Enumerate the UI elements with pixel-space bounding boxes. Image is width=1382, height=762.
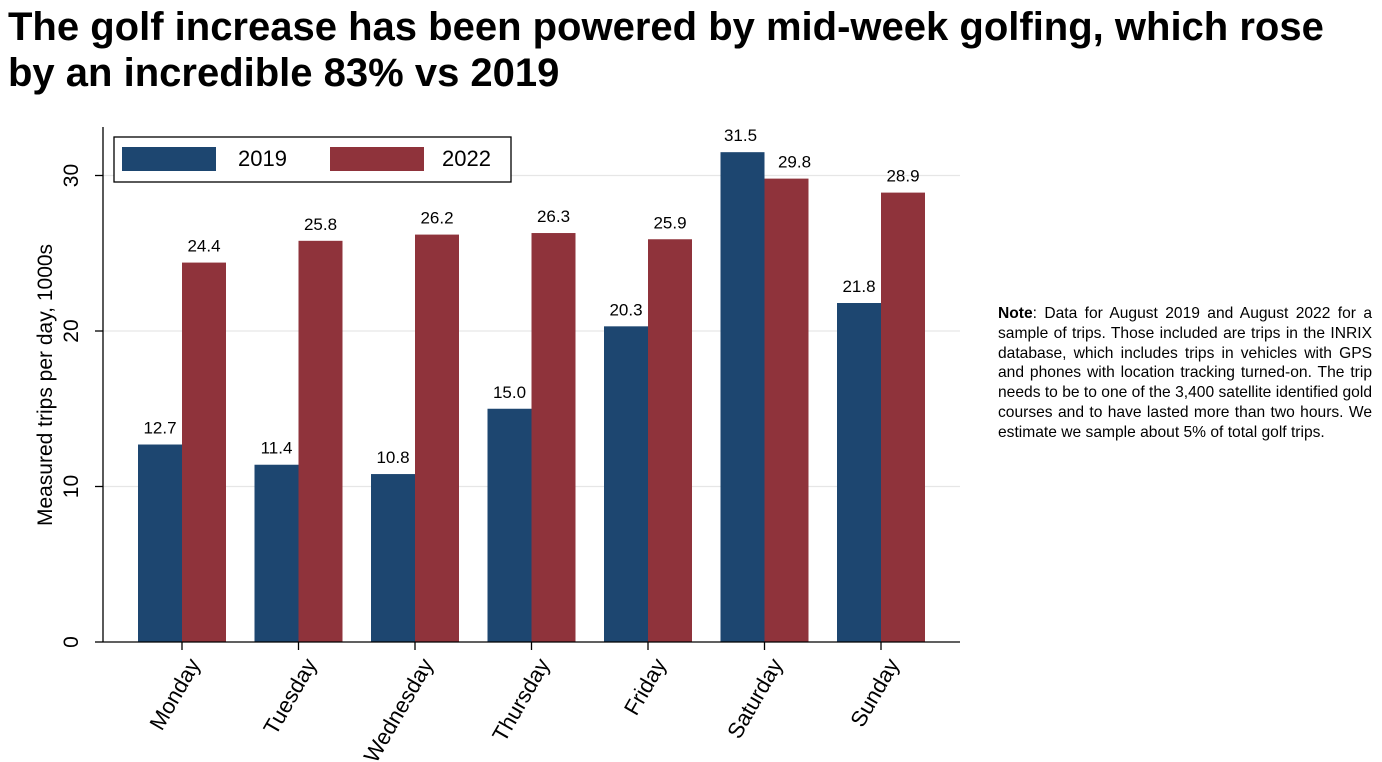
value-label-2022-thursday: 26.3 xyxy=(537,207,570,226)
value-label-2019-tuesday: 11.4 xyxy=(261,439,293,458)
x-tick-label-friday: Friday xyxy=(619,654,671,719)
bar-2019-wednesday xyxy=(371,474,415,642)
y-tick-label: 20 xyxy=(60,319,83,342)
value-label-2019-friday: 20.3 xyxy=(609,300,642,319)
y-tick-label: 0 xyxy=(60,636,83,648)
note-text: Note: Data for August 2019 and August 20… xyxy=(998,304,1372,443)
bar-2022-tuesday xyxy=(298,240,343,642)
bar-2019-saturday xyxy=(720,152,765,643)
value-label-2019-saturday: 31.5 xyxy=(724,126,757,145)
value-label-2022-sunday: 28.9 xyxy=(886,167,919,186)
value-label-2022-monday: 24.4 xyxy=(187,237,220,256)
bar-2022-monday xyxy=(182,262,226,642)
x-tick-label-wednesday: Wednesday xyxy=(359,654,439,762)
bar-chart: 12.7 24.4 11.4 25.8 10.8 26.2 15.0 26.3 20.3 25.9… xyxy=(34,126,960,762)
y-axis-title: Measured trips per day, 1000s xyxy=(34,244,57,526)
x-tick-label-sunday: Sunday xyxy=(845,654,904,731)
legend-swatch-2022 xyxy=(330,147,424,171)
bar-2022-friday xyxy=(648,239,692,642)
value-label-2022-wednesday: 26.2 xyxy=(420,209,453,228)
legend-label-2022: 2022 xyxy=(442,146,491,171)
value-label-2019-thursday: 15.0 xyxy=(493,383,526,402)
note-label: Note xyxy=(998,305,1033,322)
value-label-2022-tuesday: 25.8 xyxy=(304,215,337,234)
x-tick-label-monday: Monday xyxy=(144,654,205,734)
y-tick-label: 30 xyxy=(60,164,83,187)
bar-2022-saturday xyxy=(764,178,809,643)
value-label-2019-monday: 12.7 xyxy=(143,419,176,438)
legend-label-2019: 2019 xyxy=(238,146,287,171)
legend: 2019 2022 xyxy=(113,136,512,183)
bar-2019-tuesday xyxy=(254,464,299,642)
bar-2022-sunday xyxy=(881,192,925,643)
value-label-2022-saturday: 29.8 xyxy=(778,153,811,172)
x-tick-label-saturday: Saturday xyxy=(722,654,788,743)
y-tick-label: 10 xyxy=(60,475,83,498)
bar-2022-wednesday xyxy=(415,234,459,642)
bar-2022-thursday xyxy=(531,233,576,642)
value-label-2019-wednesday: 10.8 xyxy=(376,448,409,467)
note-body: : Data for August 2019 and August 2022 f… xyxy=(998,305,1372,441)
bars xyxy=(138,152,925,643)
page-title: The golf increase has been powered by mi… xyxy=(8,5,1324,95)
x-tick-label-tuesday: Tuesday xyxy=(258,654,321,739)
value-label-2022-friday: 25.9 xyxy=(653,213,686,232)
bar-2019-thursday xyxy=(487,408,532,642)
data-labels: 12.7 24.4 11.4 25.8 10.8 26.2 15.0 26.3 20.3 25.9… xyxy=(143,126,919,467)
bar-2019-monday xyxy=(138,444,182,642)
bar-2019-friday xyxy=(604,326,648,642)
x-tick-label-thursday: Thursday xyxy=(487,654,555,746)
legend-swatch-2019 xyxy=(122,147,216,171)
value-label-2019-sunday: 21.8 xyxy=(842,277,875,296)
bar-2019-sunday xyxy=(837,303,881,642)
